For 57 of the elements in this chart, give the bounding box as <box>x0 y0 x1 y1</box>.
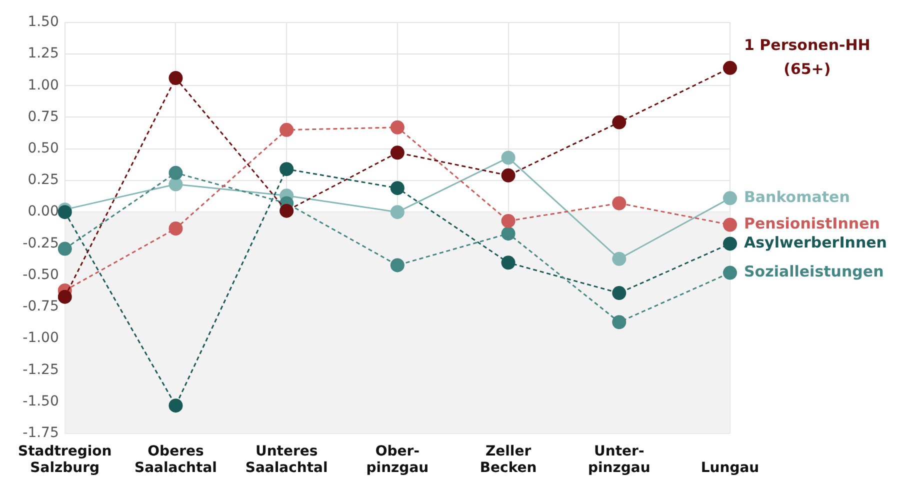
x-tick-label: Unter- pinzgau <box>588 443 650 476</box>
point <box>612 115 626 130</box>
point <box>280 122 294 137</box>
series-label: PensionistInnen <box>744 214 880 233</box>
x-tick-label: Oberes Saalachtal <box>134 443 217 476</box>
point <box>501 256 516 270</box>
point <box>501 168 516 182</box>
y-tick-label: -0.75 <box>22 298 59 315</box>
point <box>723 60 737 75</box>
series-label: Bankomaten <box>744 188 850 206</box>
point <box>612 252 626 266</box>
point <box>390 181 404 196</box>
series-label: 1 Personen-HH (65+) <box>744 36 870 78</box>
point <box>723 218 737 232</box>
point <box>390 146 404 160</box>
y-tick-label: 0.00 <box>28 204 59 220</box>
y-tick-label: -1.25 <box>22 362 59 378</box>
point <box>168 222 183 236</box>
point <box>168 71 183 86</box>
y-tick-label: -1.75 <box>22 425 59 442</box>
point <box>58 290 72 304</box>
point <box>501 150 516 165</box>
point <box>723 266 737 280</box>
point <box>168 398 183 413</box>
point <box>280 204 294 218</box>
point <box>612 286 626 300</box>
point <box>390 205 404 220</box>
point <box>501 214 516 228</box>
point <box>390 120 404 134</box>
series-label: AsylwerberInnen <box>744 234 887 252</box>
y-tick-label: 0.25 <box>28 172 59 188</box>
point <box>58 205 72 220</box>
x-tick-label: Lungau <box>700 460 760 476</box>
point <box>723 236 737 251</box>
point <box>168 166 183 180</box>
series-label: Sozialleistungen <box>744 262 884 281</box>
y-tick-label: 0.50 <box>28 140 59 156</box>
y-tick-label: 1.00 <box>28 77 59 94</box>
point <box>612 315 626 330</box>
x-tick-label: Ober- pinzgau <box>366 443 429 476</box>
x-tick-label: Zeller Becken <box>480 443 537 476</box>
y-tick-label: -1.50 <box>22 393 59 410</box>
x-tick-label: Unteres Saalachtal <box>245 443 328 476</box>
point <box>280 162 294 176</box>
y-tick-label: 0.75 <box>28 108 59 125</box>
point <box>723 191 737 206</box>
y-tick-label: -0.50 <box>22 266 59 283</box>
y-tick-label: -0.25 <box>22 235 59 252</box>
y-tick-label: -1.00 <box>22 330 59 346</box>
y-tick-label: 1.50 <box>28 14 59 30</box>
point <box>168 177 183 192</box>
point <box>612 196 626 210</box>
point <box>390 258 404 272</box>
x-tick-label: Stadtregion Salzburg <box>18 443 112 476</box>
point <box>501 226 516 241</box>
y-tick-label: 1.25 <box>28 46 59 62</box>
point <box>58 242 72 256</box>
